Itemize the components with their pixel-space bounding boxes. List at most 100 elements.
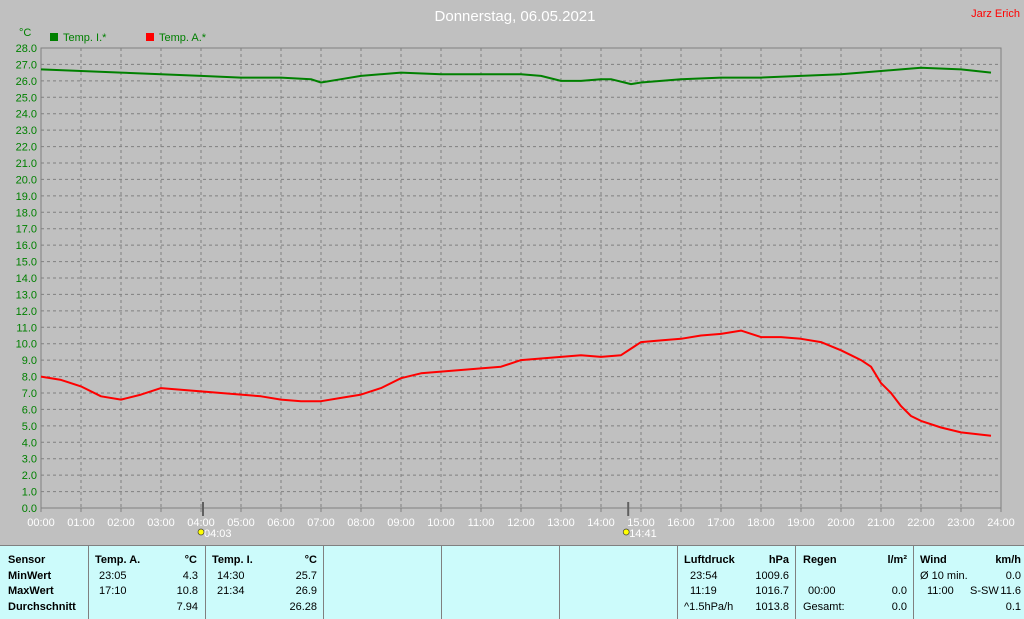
y-tick-label: 15.0 — [16, 257, 37, 269]
x-tick-label: 13:00 — [547, 517, 575, 529]
y-tick-label: 23.0 — [16, 125, 37, 137]
x-tick-label: 07:00 — [307, 517, 335, 529]
legend-label-inside: Temp. I.* — [63, 32, 107, 44]
stats-temp-i-avg-val: 26.28 — [289, 601, 317, 613]
y-tick-label: 24.0 — [16, 109, 37, 121]
y-tick-label: 17.0 — [16, 224, 37, 236]
stats-wind-day-val: 0.1 — [1005, 601, 1021, 613]
x-tick-label: 15:00 — [627, 517, 655, 529]
stats-head-temp-a: Temp. A. — [95, 554, 141, 566]
stats-temp-a-max-time: 17:10 — [99, 585, 127, 597]
stats-head-pressure: Luftdruck — [684, 554, 735, 566]
stats-col-empty-1 — [323, 546, 442, 619]
chart-grid — [41, 48, 1001, 508]
stats-col-temp-i: Temp. I. °C 14:30 25.7 21:34 26.9 26.28 — [205, 546, 324, 619]
stats-wind-avg-label: Ø 10 min. — [920, 570, 968, 582]
stats-head-rain: Regen — [803, 554, 837, 566]
y-axis-unit: °C — [19, 27, 31, 39]
x-tick-label: 08:00 — [347, 517, 375, 529]
chart-title: Donnerstag, 06.05.2021 — [435, 8, 596, 25]
y-tick-label: 28.0 — [16, 43, 37, 55]
stats-temp-a-min-val: 4.3 — [182, 570, 198, 582]
y-tick-label: 13.0 — [16, 289, 37, 301]
legend-swatch-outside — [146, 33, 154, 41]
x-tick-label: 11:00 — [468, 517, 495, 529]
x-tick-label: 06:00 — [267, 517, 295, 529]
y-tick-label: 20.0 — [16, 174, 37, 186]
stats-pressure-min-val: 1009.6 — [755, 570, 789, 582]
moon-icon — [622, 528, 630, 536]
x-axis: 00:00 01:00 02:00 03:00 04:00 05:00 06:00 07:00… — [27, 508, 1015, 529]
stats-pressure-max-val: 1016.7 — [755, 585, 789, 597]
x-tick-label: 05:00 — [227, 517, 255, 529]
stats-col-rain: Regen l/m² 00:00 0.0 Gesamt: 0.0 — [795, 546, 914, 619]
series-lines — [40, 66, 992, 437]
stats-unit-temp-a: °C — [184, 554, 197, 566]
stats-temp-a-avg-val: 7.94 — [176, 601, 198, 613]
series-line-outside — [40, 329, 992, 437]
x-tick-label: 22:00 — [907, 517, 935, 529]
y-tick-label: 7.0 — [22, 388, 37, 400]
y-tick-label: 1.0 — [22, 487, 37, 499]
x-tick-label: 03:00 — [147, 517, 175, 529]
stats-wind-max-dir: S-SW — [970, 585, 999, 597]
x-tick-label: 17:00 — [707, 517, 735, 529]
stats-pressure-avg-val: 1013.8 — [755, 601, 789, 613]
x-tick-label: 02:00 — [107, 517, 135, 529]
stats-col-empty-3 — [559, 546, 678, 619]
y-tick-label: 8.0 — [22, 372, 37, 384]
stats-head-temp-i: Temp. I. — [212, 554, 253, 566]
x-tick-label: 04:00 — [187, 517, 215, 529]
stats-row-avg: Durchschnitt — [8, 601, 76, 613]
x-tick-label: 14:00 — [587, 517, 615, 529]
stats-unit-wind: km/h — [995, 554, 1021, 566]
y-tick-label: 0.0 — [22, 503, 37, 515]
y-tick-label: 2.0 — [22, 470, 37, 482]
stats-rain-total-val: 0.0 — [891, 601, 907, 613]
stats-temp-i-min-val: 25.7 — [295, 570, 317, 582]
y-tick-label: 9.0 — [22, 355, 37, 367]
stats-rain-total-label: Gesamt: — [803, 601, 845, 613]
x-tick-label: 19:00 — [787, 517, 815, 529]
y-tick-label: 22.0 — [16, 142, 37, 154]
stats-col-sensor: Sensor MinWert MaxWert Durchschnitt — [0, 546, 89, 619]
stats-pressure-min-time: 23:54 — [690, 570, 718, 582]
stats-wind-max-val: 11.6 — [1000, 585, 1021, 597]
x-tick-label: 20:00 — [827, 517, 855, 529]
x-tick-label: 01:00 — [67, 517, 95, 529]
stats-temp-i-min-time: 14:30 — [217, 570, 245, 582]
y-tick-label: 4.0 — [22, 437, 37, 449]
legend-label-outside: Temp. A.* — [159, 32, 207, 44]
x-tick-label: 21:00 — [867, 517, 895, 529]
y-tick-label: 3.0 — [22, 454, 37, 466]
x-tick-label: 12:00 — [507, 517, 535, 529]
stats-temp-a-max-val: 10.8 — [176, 585, 198, 597]
stats-rain-val: 0.0 — [891, 585, 907, 597]
stats-wind-max-time: 11:00 — [927, 585, 954, 597]
marker-label: 04:03 — [204, 528, 232, 540]
series-line-inside — [40, 66, 992, 86]
x-tick-label: 10:00 — [427, 517, 455, 529]
stats-head-wind: Wind — [920, 554, 947, 566]
stats-temp-i-max-val: 26.9 — [295, 585, 317, 597]
author-label: Jarz Erich — [971, 8, 1020, 20]
marker-label: 14:41 — [629, 528, 657, 540]
stats-temp-a-min-time: 23:05 — [99, 570, 127, 582]
stats-col-temp-a: Temp. A. °C 23:05 4.3 17:10 10.8 7.94 — [88, 546, 206, 619]
x-tick-label: 18:00 — [747, 517, 775, 529]
y-tick-label: 26.0 — [16, 76, 37, 88]
sun-moon-markers: 04:03 14:41 — [197, 502, 657, 540]
stats-head-sensor: Sensor — [8, 554, 46, 566]
stats-pressure-max-time: 11:19 — [690, 585, 717, 597]
x-tick-label: 16:00 — [667, 517, 695, 529]
statistics-table: Sensor MinWert MaxWert Durchschnitt Temp… — [0, 545, 1024, 619]
stats-col-pressure: Luftdruck hPa 23:54 1009.6 11:19 1016.7 … — [677, 546, 796, 619]
x-tick-label: 23:00 — [947, 517, 975, 529]
stats-row-min: MinWert — [8, 570, 52, 582]
temperature-chart: Donnerstag, 06.05.2021 Jarz Erich °C Tem… — [16, 8, 1020, 540]
stats-col-wind: Wind km/h Ø 10 min. 0.0 11:00 S-SW 11.6 … — [913, 546, 1024, 619]
sunrise-icon — [197, 528, 205, 536]
stats-rain-time: 00:00 — [808, 585, 836, 597]
x-tick-label: 24:00 — [987, 517, 1015, 529]
stats-pressure-trend: ^1.5hPa/h — [684, 601, 734, 613]
